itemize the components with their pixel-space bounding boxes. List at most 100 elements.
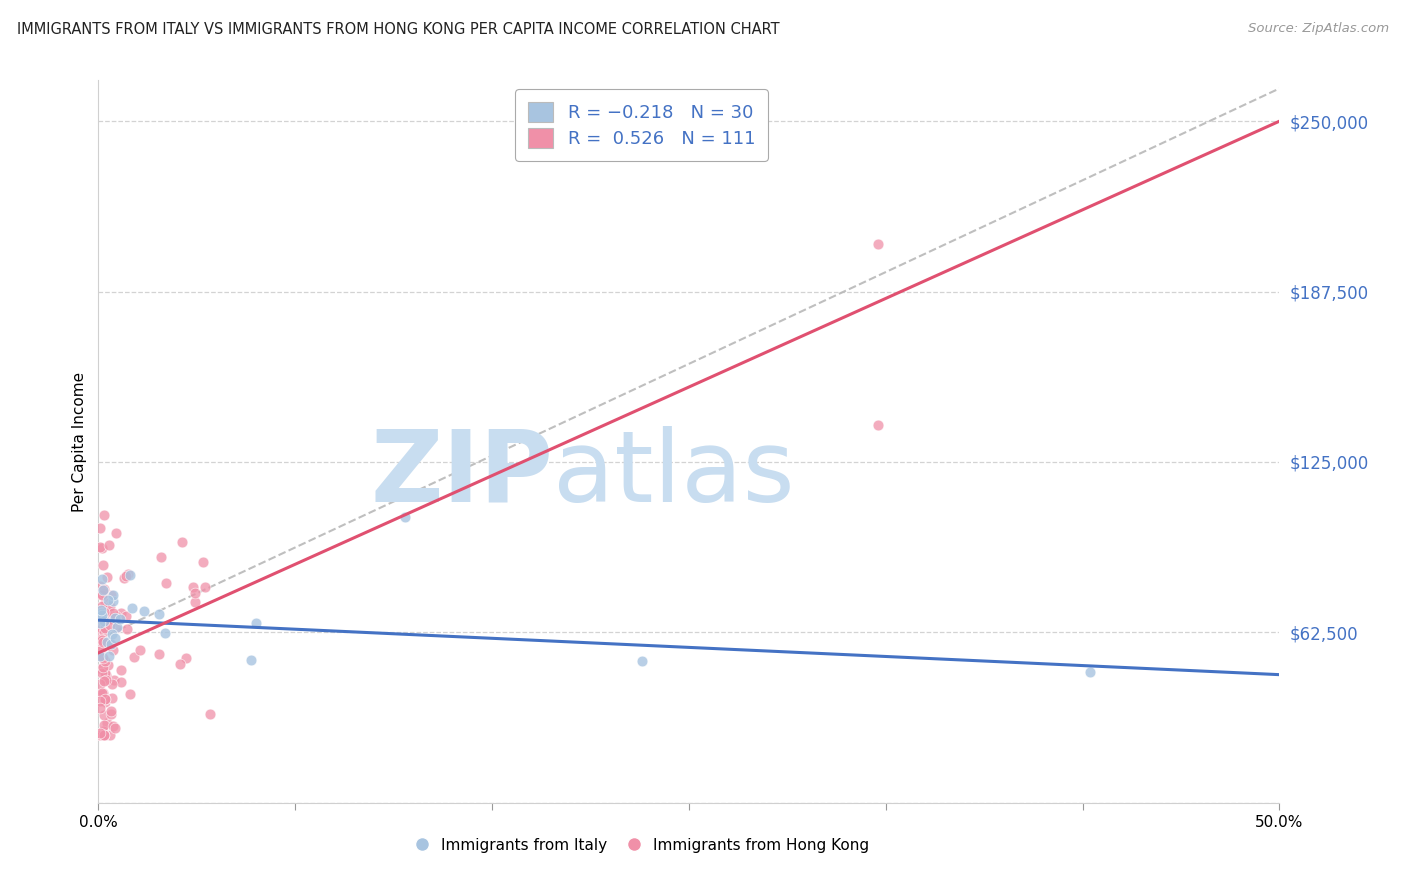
Point [94, 695, 117, 709]
Point [100, 627, 122, 641]
Point [90, 599, 112, 613]
Point [91, 665, 114, 680]
Point [100, 704, 122, 718]
Point [93, 686, 115, 700]
Point [100, 637, 122, 651]
Point [91, 615, 114, 629]
Point [89, 521, 111, 535]
Point [93, 635, 115, 649]
Point [93, 625, 115, 640]
Point [98, 599, 121, 613]
Point [89, 686, 111, 700]
Point [193, 555, 215, 569]
Point [98, 538, 121, 552]
Point [93, 728, 115, 742]
Point [112, 571, 135, 585]
Point [91, 586, 114, 600]
Point [105, 620, 128, 634]
Point [94, 596, 117, 610]
Point [104, 609, 127, 624]
Point [104, 621, 127, 635]
Point [245, 615, 267, 630]
Point [155, 626, 177, 640]
Point [120, 687, 142, 701]
Point [117, 567, 139, 582]
Point [93, 728, 115, 742]
Point [91, 649, 114, 664]
Point [121, 601, 143, 615]
Point [89, 623, 111, 637]
Point [90, 643, 112, 657]
Point [93, 674, 115, 689]
Point [101, 594, 124, 608]
Point [97, 603, 120, 617]
Point [90, 541, 112, 556]
Point [128, 642, 150, 657]
Point [193, 580, 215, 594]
Point [89, 611, 111, 625]
Point [103, 721, 125, 735]
Point [90, 621, 112, 635]
Point [96, 673, 118, 688]
Point [96, 715, 118, 730]
Point [90, 608, 112, 623]
Point [103, 673, 125, 687]
Point [94, 654, 117, 668]
Point [94, 692, 117, 706]
Point [93, 605, 115, 619]
Point [149, 549, 172, 564]
Point [176, 651, 198, 665]
Point [103, 718, 125, 732]
Text: IMMIGRANTS FROM ITALY VS IMMIGRANTS FROM HONG KONG PER CAPITA INCOME CORRELATION: IMMIGRANTS FROM ITALY VS IMMIGRANTS FROM… [17, 22, 779, 37]
Point [184, 586, 207, 600]
Point [100, 690, 122, 705]
Point [110, 612, 132, 626]
Point [101, 606, 124, 620]
Point [93, 728, 115, 742]
Point [90, 686, 112, 700]
Point [101, 588, 124, 602]
Point [94, 668, 117, 682]
Point [132, 604, 155, 618]
Point [98, 648, 121, 663]
Point [90, 586, 112, 600]
Point [97, 636, 120, 650]
Point [93, 585, 115, 599]
Point [124, 650, 146, 665]
Point [93, 651, 115, 665]
Point [100, 588, 122, 602]
Point [93, 608, 115, 623]
Point [94, 671, 117, 685]
Point [90, 587, 112, 601]
Point [93, 708, 115, 723]
Point [91, 724, 114, 739]
Text: ZIP: ZIP [370, 425, 553, 523]
Point [89, 701, 111, 715]
Point [1080, 665, 1102, 679]
Point [93, 728, 115, 742]
Point [866, 418, 889, 433]
Text: Source: ZipAtlas.com: Source: ZipAtlas.com [1249, 22, 1389, 36]
Point [115, 622, 138, 636]
Point [155, 575, 177, 590]
Point [104, 631, 127, 645]
Point [120, 567, 142, 582]
Point [90, 662, 112, 676]
Point [91, 635, 114, 649]
Point [94, 666, 117, 681]
Point [89, 636, 111, 650]
Point [91, 728, 114, 742]
Point [89, 578, 111, 592]
Legend: Immigrants from Italy, Immigrants from Hong Kong: Immigrants from Italy, Immigrants from H… [406, 830, 877, 860]
Point [181, 580, 204, 594]
Point [93, 718, 115, 732]
Point [98, 612, 121, 626]
Point [91, 632, 114, 647]
Point [170, 535, 193, 549]
Point [89, 694, 111, 708]
Point [101, 676, 124, 690]
Point [104, 611, 127, 625]
Point [90, 607, 112, 621]
Point [90, 602, 112, 616]
Point [93, 582, 115, 597]
